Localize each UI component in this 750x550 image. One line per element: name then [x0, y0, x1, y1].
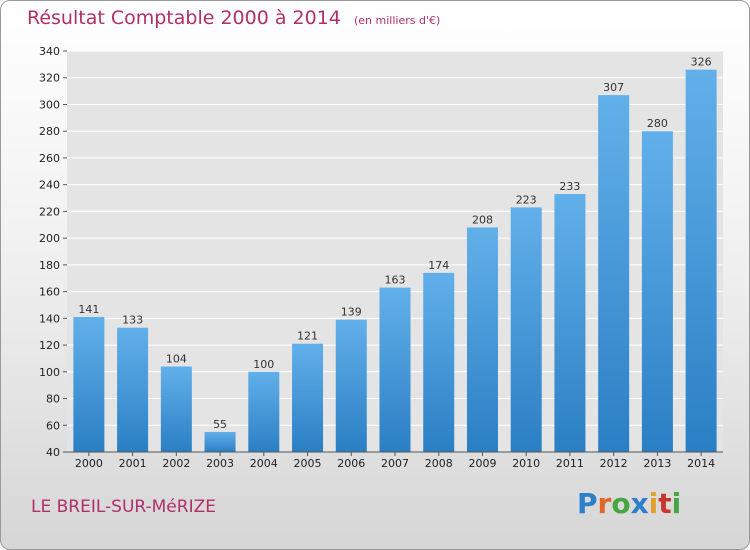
bar-2007 [379, 287, 411, 452]
y-tick-label: 80 [46, 393, 60, 406]
bar-2011 [554, 194, 586, 453]
data-label-2008: 174 [428, 259, 449, 272]
data-label-2007: 163 [385, 274, 406, 287]
x-tick-label: 2002 [162, 457, 190, 470]
data-label-2011: 233 [559, 180, 580, 193]
data-label-2004: 100 [253, 358, 274, 371]
logo-letter: o [611, 487, 631, 520]
y-tick-label: 120 [39, 339, 60, 352]
y-tick-label: 260 [39, 152, 60, 165]
chart-unit: (en milliers d'€) [353, 14, 441, 27]
bar-2005 [292, 343, 324, 452]
x-tick-label: 2003 [206, 457, 234, 470]
y-tick-label: 200 [39, 232, 60, 245]
data-label-2003: 55 [213, 418, 227, 431]
bar-2013 [641, 131, 673, 452]
logo-letter: i [648, 487, 659, 520]
y-tick-label: 320 [39, 72, 60, 85]
bar-2002 [160, 366, 192, 452]
logo-letter: t [658, 487, 672, 520]
logo-letter: r [597, 487, 612, 520]
y-tick-label: 60 [46, 419, 60, 432]
y-axis-ticks: 40 60 80 100 120 140 160 180 200 220 240 260 280 300 3… [39, 45, 67, 459]
data-label-2001: 133 [122, 314, 143, 327]
x-tick-label: 2008 [425, 457, 453, 470]
y-tick-label: 280 [39, 125, 60, 138]
data-label-2010: 223 [516, 193, 537, 206]
y-tick-label: 160 [39, 286, 60, 299]
bar-2004 [248, 371, 280, 452]
x-tick-label: 2005 [294, 457, 322, 470]
data-label-2006: 139 [341, 306, 362, 319]
x-tick-label: 2011 [556, 457, 584, 470]
y-tick-label: 180 [39, 259, 60, 272]
data-labels: 141 133 104 55 100 121 139 163 174 208 223 233 307 28… [78, 56, 711, 431]
y-tick-label: 140 [39, 312, 60, 325]
bar-2012 [598, 95, 630, 453]
bar-2003 [204, 431, 236, 452]
logo-letter: P [577, 487, 598, 520]
data-label-2000: 141 [78, 303, 99, 316]
x-tick-label: 2000 [75, 457, 103, 470]
x-tick-label: 2006 [337, 457, 365, 470]
bar-2008 [423, 272, 455, 452]
bars [73, 69, 717, 453]
chart-header: Résultat Comptable 2000 à 2014 (en milli… [27, 7, 440, 29]
logo-letter: i [671, 487, 682, 520]
x-axis-ticks: 2000 2001 2002 2003 2004 2005 2006 2007 2008 2009… [75, 452, 715, 470]
y-tick-label: 340 [39, 45, 60, 58]
logo-letter: x [630, 487, 649, 520]
chart-title: Résultat Comptable 2000 à 2014 [27, 7, 341, 29]
x-tick-label: 2007 [381, 457, 409, 470]
x-tick-label: 2004 [250, 457, 278, 470]
y-tick-label: 300 [39, 98, 60, 111]
x-tick-label: 2001 [119, 457, 147, 470]
x-tick-label: 2014 [687, 457, 715, 470]
x-tick-label: 2009 [468, 457, 496, 470]
data-label-2009: 208 [472, 213, 493, 226]
data-label-2005: 121 [297, 330, 318, 343]
y-tick-label: 220 [39, 205, 60, 218]
bar-2000 [73, 316, 105, 452]
bar-2006 [335, 319, 367, 452]
data-label-2014: 326 [691, 56, 712, 69]
data-label-2013: 280 [647, 117, 668, 130]
bar-2001 [117, 327, 149, 452]
y-tick-label: 240 [39, 179, 60, 192]
bar-2010 [510, 207, 542, 452]
data-label-2012: 307 [603, 81, 624, 94]
bar-2014 [685, 69, 717, 453]
y-tick-label: 100 [39, 366, 60, 379]
bar-2009 [466, 227, 498, 452]
x-tick-label: 2012 [600, 457, 628, 470]
proxiti-logo: Proxiti [577, 487, 681, 520]
x-tick-label: 2010 [512, 457, 540, 470]
commune-name: LE BREIL-SUR-MéRIZE [31, 497, 216, 517]
y-tick-label: 40 [46, 446, 60, 459]
x-tick-label: 2013 [643, 457, 671, 470]
data-label-2002: 104 [166, 352, 187, 365]
